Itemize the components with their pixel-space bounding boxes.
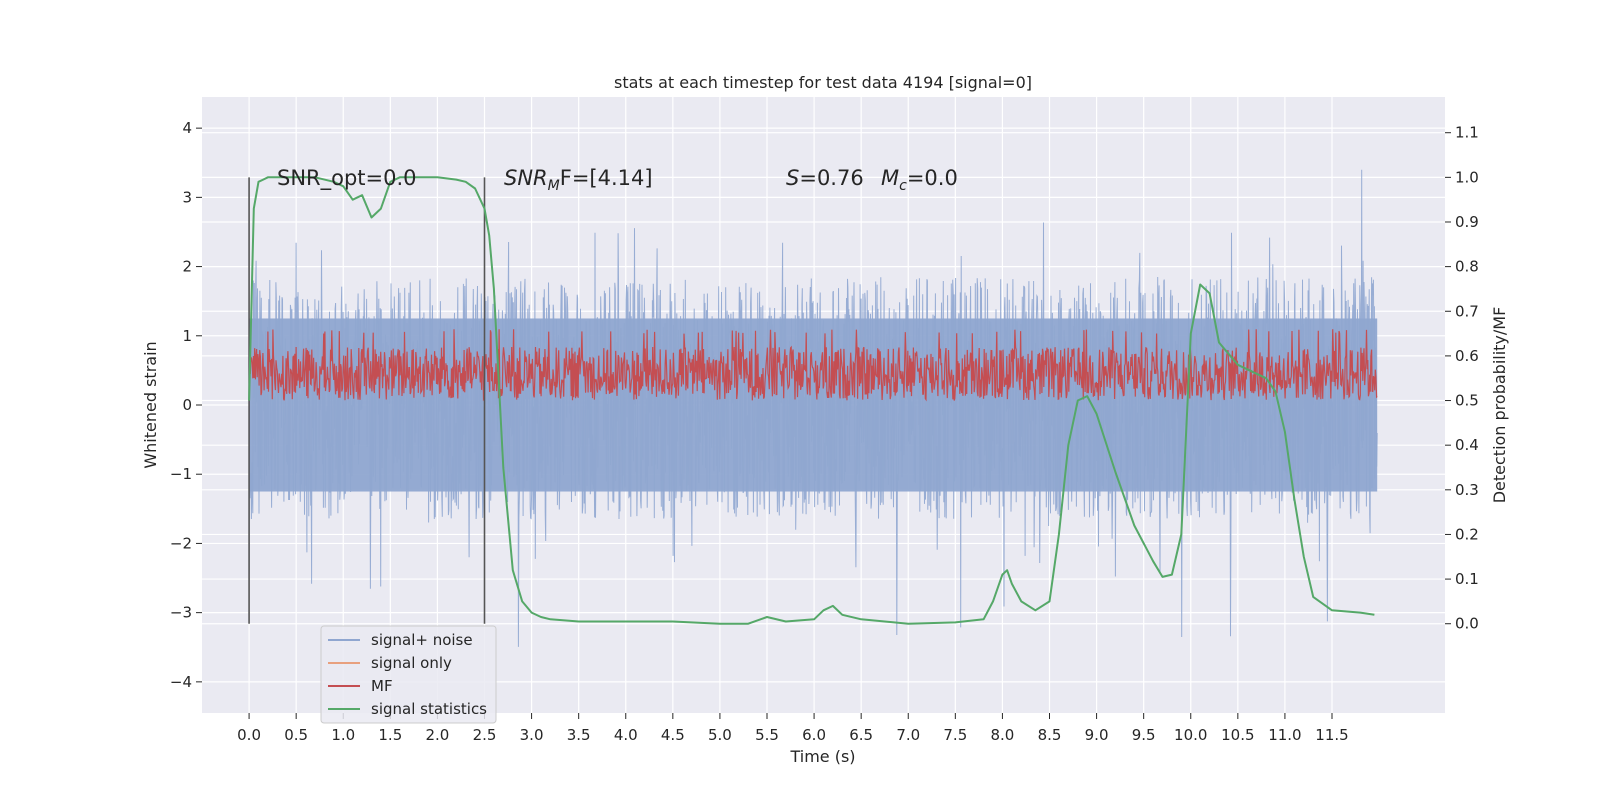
x-tick-label: 4.0 xyxy=(614,726,638,744)
x-tick-label: 10.0 xyxy=(1174,726,1207,744)
annotation-mc-value: =0.0 xyxy=(907,166,958,190)
right-y-tick-label: 0.6 xyxy=(1455,347,1479,365)
x-tick-label: 4.5 xyxy=(661,726,685,744)
signal-noise-core xyxy=(249,318,1378,492)
right-y-tick-label: 0.1 xyxy=(1455,570,1479,588)
x-tick-label: 2.5 xyxy=(473,726,497,744)
x-tick-label: 9.5 xyxy=(1132,726,1156,744)
right-y-tick-label: 0.3 xyxy=(1455,481,1479,499)
left-y-tick-label: −2 xyxy=(170,534,192,552)
annotation-snr-opt: SNR_opt=0.0 xyxy=(277,166,417,191)
annotation-s-symbol: S xyxy=(786,166,799,190)
right-y-tick-label: 0.2 xyxy=(1455,525,1479,543)
right-y-tick-label: 1.0 xyxy=(1455,168,1479,186)
left-y-tick-label: 0 xyxy=(182,396,192,414)
annotation-snr-mf-main: SNR xyxy=(504,166,548,190)
left-y-tick-label: 2 xyxy=(182,258,192,276)
right-y-tick-label: 1.1 xyxy=(1455,124,1479,142)
signal-statistics-line xyxy=(248,176,1375,625)
legend: signal+ noise signal only MF signal stat… xyxy=(320,625,497,724)
x-axis-ticks: 0.0 0.5 1.0 1.5 2.0 2.5 3.0 3.5 4.0 4.5 5.0 5.5 6.0 6… xyxy=(237,713,1349,744)
right-y-tick-label: 0.8 xyxy=(1455,258,1479,276)
left-y-tick-label: 3 xyxy=(182,188,192,206)
left-y-axis-ticks: −4 −3 −2 −1 0 1 2 3 4 xyxy=(170,119,202,691)
left-y-tick-label: −1 xyxy=(170,465,192,483)
x-tick-label: 5.0 xyxy=(708,726,732,744)
left-y-tick-label: −3 xyxy=(170,604,192,622)
x-tick-label: 3.0 xyxy=(520,726,544,744)
left-y-tick-label: 4 xyxy=(182,119,192,137)
annotation-snr-mf-sub: M xyxy=(548,178,560,194)
legend-label-signal-only: signal only xyxy=(371,654,452,672)
x-tick-label: 1.0 xyxy=(331,726,355,744)
x-tick-label: 2.0 xyxy=(425,726,449,744)
right-y-tick-label: 0.0 xyxy=(1455,615,1479,633)
legend-label-signal-noise: signal+ noise xyxy=(371,631,473,649)
chart-title: stats at each timestep for test data 419… xyxy=(614,73,1032,92)
annotation-snr-mf: SNRMF=[4.14] xyxy=(504,166,653,194)
x-tick-label: 11.5 xyxy=(1315,726,1348,744)
signal-statistics-series xyxy=(248,176,1375,625)
legend-label-signal-statistics: signal statistics xyxy=(371,700,487,718)
x-tick-label: 7.0 xyxy=(896,726,920,744)
right-y-tick-label: 0.7 xyxy=(1455,302,1479,320)
x-tick-label: 6.0 xyxy=(802,726,826,744)
x-tick-label: 8.5 xyxy=(1038,726,1062,744)
annotation-snr-mf-rest: F=[4.14] xyxy=(560,166,653,190)
left-y-axis-label: Whitened strain xyxy=(141,341,160,468)
x-tick-label: 10.5 xyxy=(1221,726,1254,744)
x-tick-label: 6.5 xyxy=(849,726,873,744)
x-tick-label: 1.5 xyxy=(378,726,402,744)
annotation-mc-sub: c xyxy=(899,178,907,194)
vertical-markers xyxy=(248,177,486,624)
legend-label-mf: MF xyxy=(371,677,393,695)
left-y-tick-label: 1 xyxy=(182,327,192,345)
right-y-tick-label: 0.5 xyxy=(1455,392,1479,410)
annotation-mc: Mc=0.0 xyxy=(881,166,958,194)
x-tick-label: 11.0 xyxy=(1268,726,1301,744)
right-y-tick-label: 0.4 xyxy=(1455,436,1479,454)
x-tick-label: 8.0 xyxy=(990,726,1014,744)
x-tick-label: 0.0 xyxy=(237,726,261,744)
x-tick-label: 0.5 xyxy=(284,726,308,744)
annotation-mc-main: M xyxy=(881,166,899,190)
x-tick-label: 9.0 xyxy=(1085,726,1109,744)
right-y-axis-ticks: 0.0 0.1 0.2 0.3 0.4 0.5 0.6 0.7 0.8 0.9 1.0 1.1 xyxy=(1445,124,1479,633)
annotation-s: S=0.76 xyxy=(786,166,864,190)
x-tick-label: 3.5 xyxy=(567,726,591,744)
x-tick-label: 5.5 xyxy=(755,726,779,744)
x-tick-label: 7.5 xyxy=(943,726,967,744)
annotation-s-value: =0.76 xyxy=(799,166,863,190)
left-y-tick-label: −4 xyxy=(170,673,192,691)
x-axis-label: Time (s) xyxy=(789,747,855,766)
right-y-axis-label: Detection probability/MF xyxy=(1490,307,1509,504)
right-y-tick-label: 0.9 xyxy=(1455,213,1479,231)
legend-box xyxy=(320,625,497,724)
